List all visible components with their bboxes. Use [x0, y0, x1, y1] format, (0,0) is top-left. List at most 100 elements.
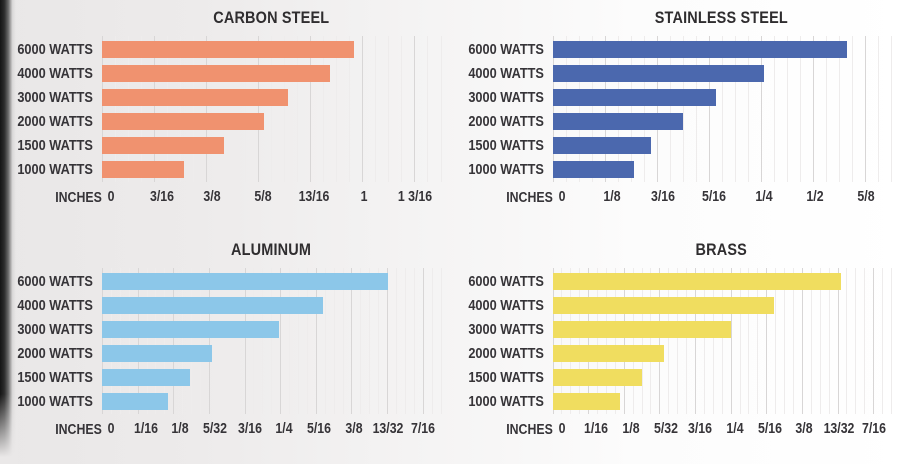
watt-row: 1000 WATTS [14, 389, 102, 413]
gridline-minor [182, 268, 184, 414]
gridline-minor [748, 268, 750, 414]
tick-label: 1/4 [275, 421, 293, 437]
bar-row [102, 61, 441, 85]
gridline-minor [369, 268, 371, 414]
bar-row [552, 341, 892, 365]
gridline-minor [591, 36, 593, 182]
tick-label: 1/8 [622, 421, 640, 437]
gridline-minor [877, 36, 879, 182]
gridline-minor [297, 36, 299, 182]
gridline-minor [431, 268, 433, 414]
gridline-major [656, 36, 658, 182]
gridline-minor [289, 268, 291, 414]
capacity-bar-3000-watts [552, 320, 731, 338]
gridline-minor [404, 268, 406, 414]
watt-row: 4000 WATTS [14, 61, 102, 85]
bars [552, 268, 892, 413]
chart-title: ALUMINUM [102, 240, 441, 260]
gridline-minor [570, 268, 572, 414]
capacity-bar-3000-watts [102, 88, 289, 106]
gridline-minor [825, 36, 827, 182]
gridline-minor [565, 36, 567, 182]
gridline-minor [388, 36, 390, 182]
bar-row [102, 293, 441, 317]
gridline-minor [219, 36, 221, 182]
gridline-minor [846, 268, 848, 414]
capacity-bar-1500-watts [102, 368, 190, 386]
watt-row: 1500 WATTS [465, 365, 553, 389]
capacity-bar-4000-watts [552, 64, 764, 82]
gridline-minor [180, 36, 182, 182]
gridline-minor [323, 36, 325, 182]
category-labels: 6000 WATTS 4000 WATTS 3000 WATTS 2000 WATTS… [465, 36, 553, 182]
gridline-major [414, 36, 416, 182]
bar-row [102, 133, 441, 157]
gridline-major [766, 268, 768, 414]
tick-label: 1/2 [806, 189, 824, 205]
gridline-minor [336, 36, 338, 182]
watt-label: 1000 WATTS [17, 392, 93, 410]
gridlines [102, 36, 442, 182]
gridline-minor [141, 36, 143, 182]
watt-row: 3000 WATTS [14, 85, 102, 109]
watt-row: 3000 WATTS [465, 317, 553, 341]
gridline-minor [855, 268, 857, 414]
watt-label: 4000 WATTS [467, 296, 544, 314]
bar-row [102, 157, 441, 181]
gridline-minor [146, 268, 148, 414]
gridline-minor [810, 268, 812, 414]
gridline-minor [668, 268, 670, 414]
bar-row [552, 389, 892, 413]
gridline-minor [793, 268, 794, 414]
watt-row: 1500 WATTS [465, 133, 553, 157]
gridline-minor [677, 268, 679, 414]
gridline-minor [775, 268, 777, 414]
tick-label: 1/8 [171, 421, 189, 437]
bar-row [552, 37, 892, 61]
gridline-major [206, 36, 208, 182]
gridline-major [154, 36, 156, 182]
watt-row: 3000 WATTS [465, 85, 553, 109]
x-axis: INCHES 0 1/16 1/8 5/32 3/16 1/4 5/16 3/8 13/32 7/… [14, 421, 441, 439]
gridline-minor [712, 268, 714, 414]
axis-unit-label: INCHES [505, 190, 553, 206]
gridline-major [422, 268, 424, 414]
tick-label: 13/32 [373, 421, 404, 437]
capacity-bar-4000-watts [102, 296, 323, 314]
tick-label: 3/16 [688, 421, 713, 437]
gridline-minor [757, 268, 759, 414]
gridline-minor [864, 268, 866, 414]
watt-row: 4000 WATTS [465, 293, 553, 317]
gridline-minor [561, 268, 563, 414]
plot-area [102, 268, 442, 414]
gridline-minor [306, 268, 308, 414]
tick-label: 0 [107, 189, 115, 205]
axis-unit-cell: INCHES [465, 422, 562, 438]
tick-label: 0 [558, 189, 565, 205]
tick-label: 3/16 [149, 189, 174, 205]
gridline-minor [641, 268, 643, 414]
watt-label: 6000 WATTS [17, 40, 93, 58]
bar-row [552, 85, 892, 109]
watt-label: 4000 WATTS [467, 64, 544, 82]
tick-labels: 0 1/16 1/8 5/32 3/16 1/4 5/16 3/8 13/32 7/16 [108, 421, 441, 439]
watt-label: 4000 WATTS [17, 296, 93, 314]
tick-label: 3/8 [203, 189, 221, 205]
gridline-minor [167, 36, 169, 182]
chart-title-text: ALUMINUM [231, 240, 312, 259]
gridline-minor [739, 268, 741, 414]
capacity-bar-1500-watts [102, 136, 224, 154]
gridline-minor [191, 268, 193, 414]
gridline-minor [650, 268, 652, 414]
capacity-bar-2000-watts [102, 112, 265, 130]
bar-row [552, 365, 892, 389]
gridline-minor [703, 268, 705, 414]
gridline-minor [786, 36, 788, 182]
gridline-minor [579, 268, 581, 414]
gridline-minor [115, 36, 117, 182]
gridline-major [812, 36, 814, 182]
capacity-bar-3000-watts [552, 88, 717, 106]
watt-label: 1000 WATTS [17, 160, 93, 178]
watt-row: 6000 WATTS [14, 269, 102, 293]
watt-row: 1500 WATTS [14, 365, 102, 389]
